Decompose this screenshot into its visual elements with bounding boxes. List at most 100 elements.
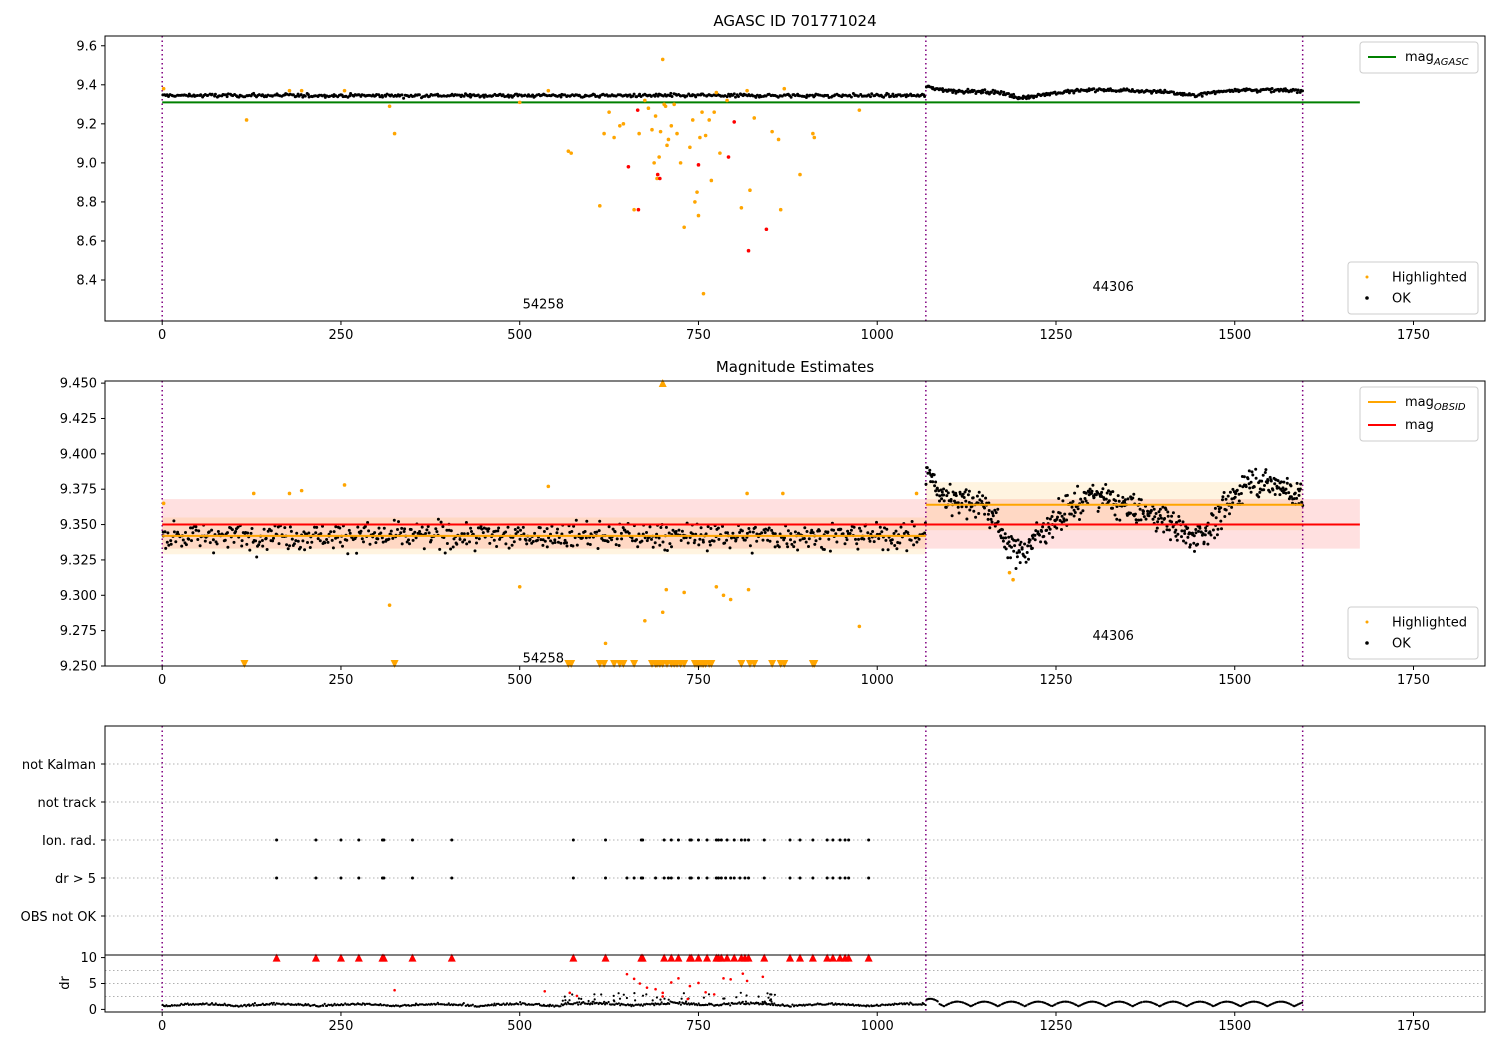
ok-point	[475, 541, 478, 545]
ok-point	[326, 540, 330, 544]
ok-point	[1213, 536, 1217, 540]
ok-point	[1268, 475, 1272, 479]
dr-point	[607, 1000, 610, 1004]
dr-point	[779, 1004, 782, 1007]
ok-point	[1206, 542, 1210, 546]
ok-point	[1220, 527, 1223, 531]
ok-point	[790, 542, 794, 546]
dr-point	[603, 1000, 606, 1003]
highlighted-point	[725, 98, 729, 103]
legend-box	[1359, 386, 1479, 442]
obsid-label: 44306	[1093, 280, 1134, 295]
ok-point	[631, 539, 634, 543]
highlighted-point	[682, 225, 686, 230]
dr-point	[633, 992, 636, 995]
ok-point	[258, 540, 262, 544]
ok-point	[617, 544, 621, 547]
ok-point	[583, 530, 587, 533]
ok-point	[968, 508, 972, 512]
ok-point	[721, 524, 724, 528]
ok-point	[524, 538, 528, 542]
dr-point	[641, 1004, 644, 1007]
ok-point	[760, 531, 764, 535]
ok-point	[260, 539, 264, 542]
ok-point	[712, 539, 716, 543]
ok-point	[382, 526, 386, 530]
ok-point	[1269, 90, 1273, 94]
ok-point	[671, 528, 675, 532]
highlighted-point	[669, 123, 674, 128]
dr-point	[1155, 1003, 1159, 1007]
ok-point	[679, 94, 683, 98]
ok-point	[697, 543, 701, 547]
ok-point	[726, 531, 729, 535]
ok-point	[1197, 529, 1200, 533]
ok-point	[1012, 92, 1016, 96]
ok-point	[1132, 492, 1136, 496]
ok-point	[165, 540, 169, 544]
ok-point	[360, 537, 364, 541]
ok-point	[1194, 531, 1198, 535]
ok-point	[290, 537, 294, 541]
plot-area: 54258 44306	[161, 379, 1360, 668]
ok-point	[1100, 490, 1104, 494]
ok-point	[702, 93, 706, 97]
x-tick-label: 1500	[1218, 1019, 1251, 1034]
ok-point	[1273, 493, 1277, 496]
dr-point	[524, 1003, 528, 1006]
ok-point	[843, 542, 847, 546]
ok-point	[641, 532, 645, 536]
ok-point	[860, 537, 864, 541]
ok-point	[1038, 533, 1041, 537]
ok-point	[469, 95, 473, 99]
ok-point	[397, 520, 400, 524]
dr-point	[1245, 1002, 1248, 1005]
ok-point	[1131, 496, 1135, 500]
panel-agasc-mag: AGASC ID 701771024 54258 44306 0 250 500 750…	[76, 12, 1486, 343]
highlighted-point	[700, 110, 704, 114]
ok-point	[1161, 505, 1165, 509]
ok-point	[611, 527, 615, 531]
dr-point	[353, 1003, 356, 1006]
highlighted-point	[1007, 570, 1012, 575]
ok-point	[1226, 494, 1230, 498]
highlighted-point	[387, 603, 392, 607]
ok-point	[717, 537, 721, 541]
ok-point	[257, 93, 261, 97]
ok-point	[513, 528, 517, 531]
ok-point	[390, 93, 394, 97]
x-tick-label: 0	[158, 1019, 166, 1034]
ok-point	[1252, 485, 1256, 489]
highlighted-red-point	[696, 163, 701, 167]
dr-point	[748, 1003, 751, 1006]
ok-point	[967, 501, 971, 504]
ok-point	[585, 94, 589, 98]
ok-point	[359, 529, 363, 533]
ok-point	[595, 530, 599, 534]
ok-point	[964, 499, 968, 503]
flag-point	[719, 876, 723, 880]
ok-point	[1193, 549, 1196, 553]
dr-point	[721, 1003, 724, 1006]
dr-red-point	[661, 991, 665, 995]
dr-point	[907, 1003, 911, 1006]
ok-point	[1244, 485, 1248, 489]
ok-point	[872, 540, 876, 544]
ok-point	[523, 93, 527, 97]
dr-point	[210, 1002, 214, 1005]
ok-point	[348, 94, 352, 98]
highlighted-point	[643, 98, 647, 103]
ok-point	[225, 95, 229, 99]
axis-ticks: 0 250 500 750 1000 1250 1500 1750 0 5 10	[80, 951, 1430, 1034]
ok-point	[694, 95, 698, 99]
ok-point	[347, 528, 351, 532]
legend-marker	[1365, 296, 1369, 300]
y-tick-label: 8.6	[76, 234, 97, 249]
ok-point	[1104, 497, 1108, 501]
dr-point	[884, 1003, 888, 1006]
dr-point	[519, 1001, 522, 1004]
highlighted-red-point	[732, 120, 737, 124]
ok-point	[288, 525, 292, 529]
dr-point	[769, 998, 773, 1001]
